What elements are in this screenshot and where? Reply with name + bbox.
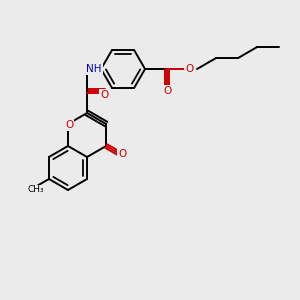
- Text: O: O: [185, 64, 193, 74]
- Text: O: O: [100, 90, 109, 100]
- Text: CH₃: CH₃: [28, 185, 44, 194]
- Text: NH: NH: [86, 64, 102, 74]
- Text: O: O: [65, 120, 73, 130]
- Text: O: O: [118, 149, 126, 159]
- Text: O: O: [163, 85, 171, 96]
